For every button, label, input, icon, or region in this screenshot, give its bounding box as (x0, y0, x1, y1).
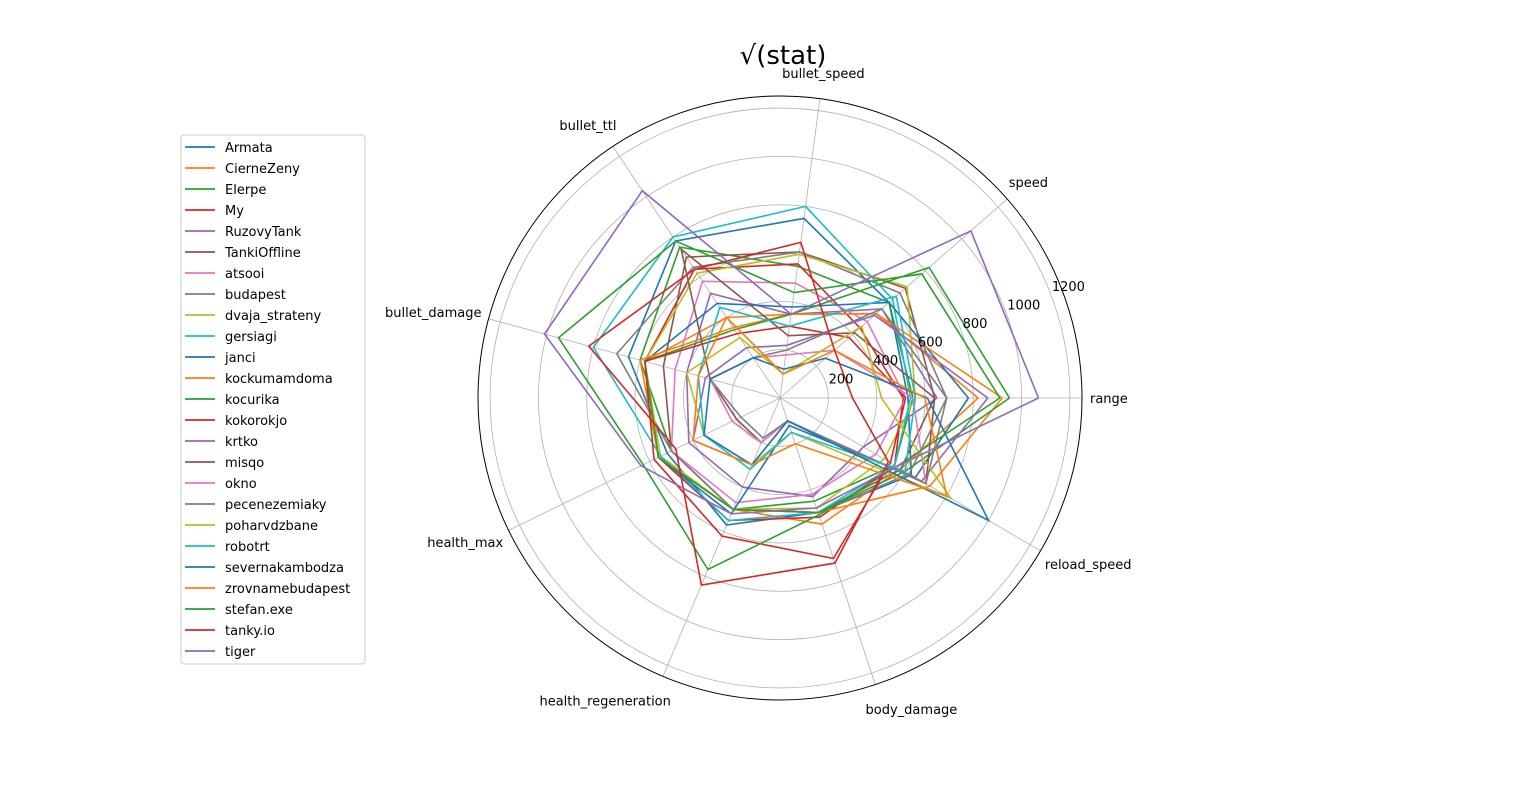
legend-label-Elerpe: Elerpe (225, 183, 266, 198)
legend-label-kokorokjo: kokorokjo (225, 414, 287, 429)
axis-label-bullet_ttl: bullet_ttl (559, 119, 616, 134)
legend-label-janci: janci (224, 351, 256, 366)
legend-label-CierneZeny: CierneZeny (225, 162, 300, 177)
polar-grid (477, 95, 1083, 701)
axis-label-range: range (1090, 392, 1128, 407)
radial-tick-labels: 200 400 600 800 1000 1200 (829, 280, 1085, 387)
legend-label-budapest: budapest (225, 288, 286, 303)
legend-label-dvaja_strateny: dvaja_strateny (225, 309, 322, 324)
series-line-atsooi (670, 280, 907, 504)
series-line-kokorokjo (643, 325, 907, 560)
axis-label-health_max: health_max (427, 536, 503, 551)
spoke-body_damage (779, 397, 876, 685)
axis-label-bullet_damage: bullet_damage (385, 306, 481, 321)
legend-frame (180, 134, 366, 665)
series-line-dvaja_strateny (643, 253, 917, 511)
series-line-kocurika (643, 266, 1011, 514)
legend-label-RuzovyTank: RuzovyTank (225, 225, 302, 240)
legend-label-severnakambodza: severnakambodza (225, 561, 344, 576)
legend-label-zrovnamebudapest: zrovnamebudapest (225, 582, 350, 597)
series-line-pecenezemiaky (708, 307, 948, 485)
legend-label-krtko: krtko (225, 435, 258, 450)
legend-label-kockumamdoma: kockumamdoma (225, 372, 333, 387)
axis-label-speed: speed (1009, 176, 1048, 191)
radial-tick-1200: 1200 (1052, 280, 1085, 295)
legend-label-TankiOffline: TankiOffline (224, 246, 301, 261)
legend-label-stefan.exe: stefan.exe (225, 603, 293, 618)
series-line-tanky.io (587, 241, 890, 587)
legend-label-kocurika: kocurika (225, 393, 280, 408)
axis-label-bullet_speed: bullet_speed (782, 67, 865, 82)
radial-tick-400: 400 (873, 354, 898, 369)
series-line-Elerpe (639, 246, 914, 511)
series-line-robotrt (697, 295, 917, 473)
legend-label-My: My (225, 204, 244, 219)
legend-label-okno: okno (225, 477, 257, 492)
series-line-RuzovyTank (685, 292, 938, 498)
legend-label-pecenezemiaky: pecenezemiaky (225, 498, 327, 513)
radial-tick-800: 800 (963, 317, 988, 332)
legend-label-tiger: tiger (225, 645, 256, 660)
legend-label-atsooi: atsooi (225, 267, 264, 282)
axis-label-health_regeneration: health_regeneration (539, 694, 670, 709)
radial-tick-600: 600 (918, 336, 943, 351)
series-line-gersiagi (592, 205, 912, 522)
legend-label-gersiagi: gersiagi (225, 330, 277, 345)
legend-label-misqo: misqo (225, 456, 264, 471)
legend-label-poharvdzbane: poharvdzbane (225, 519, 318, 534)
legend: Armata CierneZeny Elerpe My RuzovyTank TankiO… (180, 134, 366, 665)
legend-label-tanky.io: tanky.io (225, 624, 275, 639)
polar-frame (477, 95, 1083, 701)
spoke-bullet_ttl (612, 146, 781, 399)
axis-label-body_damage: body_damage (866, 703, 958, 718)
spoke-bullet_damage (488, 318, 781, 399)
series-line-budapest (615, 251, 948, 514)
series-line-zrovnamebudapest (692, 316, 948, 498)
spoke-health_regeneration (662, 397, 781, 677)
spoke-reload_speed (779, 397, 1041, 552)
spoke-health_max (508, 397, 781, 531)
radial-tick-1000: 1000 (1007, 299, 1040, 314)
series-line-tiger (543, 189, 1040, 515)
series-lines (543, 189, 1040, 587)
axis-labels: range speed bullet_speed bullet_ttl bullet_d… (385, 67, 1131, 718)
axis-label-reload_speed: reload_speed (1045, 558, 1132, 573)
chart-title: √(stat) (740, 41, 827, 71)
legend-label-Armata: Armata (225, 141, 273, 156)
radial-tick-200: 200 (829, 373, 854, 388)
legend-label-robotrt: robotrt (225, 540, 270, 555)
spoke-bullet_speed (779, 98, 821, 399)
